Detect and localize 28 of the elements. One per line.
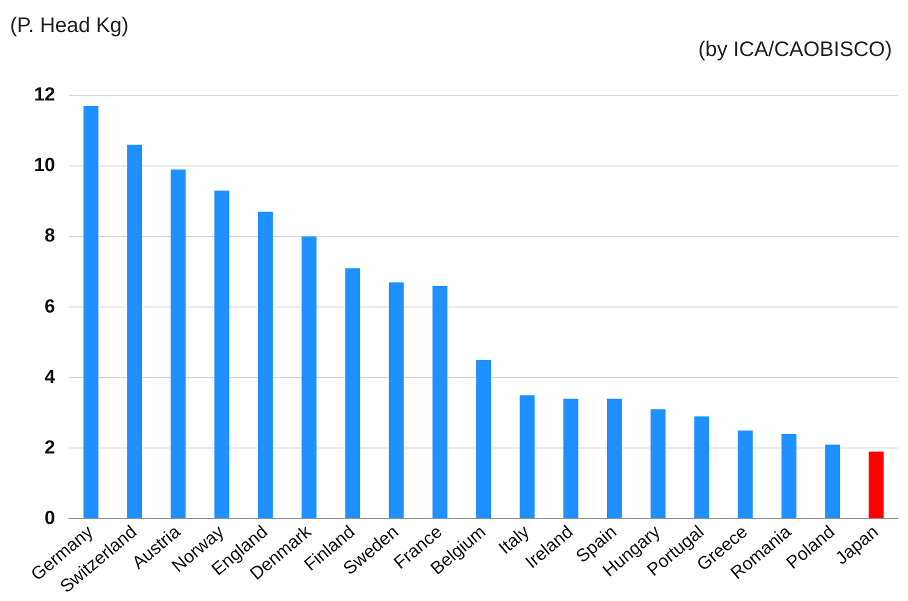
bar xyxy=(738,430,753,518)
bar xyxy=(127,144,142,518)
y-tick-label: 12 xyxy=(34,84,56,106)
y-tick-label: 10 xyxy=(34,155,56,176)
bar xyxy=(258,212,273,518)
bar xyxy=(606,398,622,518)
bar xyxy=(345,268,360,518)
bar xyxy=(694,416,710,518)
y-tick-label: 4 xyxy=(44,366,56,388)
bar xyxy=(83,106,98,518)
bar xyxy=(781,434,796,518)
bar xyxy=(563,398,578,518)
bar xyxy=(825,444,840,518)
y-axis-title: (P. Head Kg) xyxy=(10,14,129,38)
bar xyxy=(214,190,230,518)
bar xyxy=(170,169,186,518)
y-tick-label: 8 xyxy=(44,226,56,247)
bar xyxy=(388,282,404,518)
bar xyxy=(650,409,666,518)
bar xyxy=(302,236,317,518)
bar xyxy=(868,452,884,518)
bar xyxy=(432,286,448,518)
bar xyxy=(520,395,535,518)
y-tick-label: 2 xyxy=(44,437,56,458)
bar xyxy=(476,360,492,518)
y-tick-label: 0 xyxy=(44,508,56,529)
y-tick-label: 6 xyxy=(44,296,56,318)
text: (by ICA/CAOBISCO) xyxy=(698,38,892,62)
